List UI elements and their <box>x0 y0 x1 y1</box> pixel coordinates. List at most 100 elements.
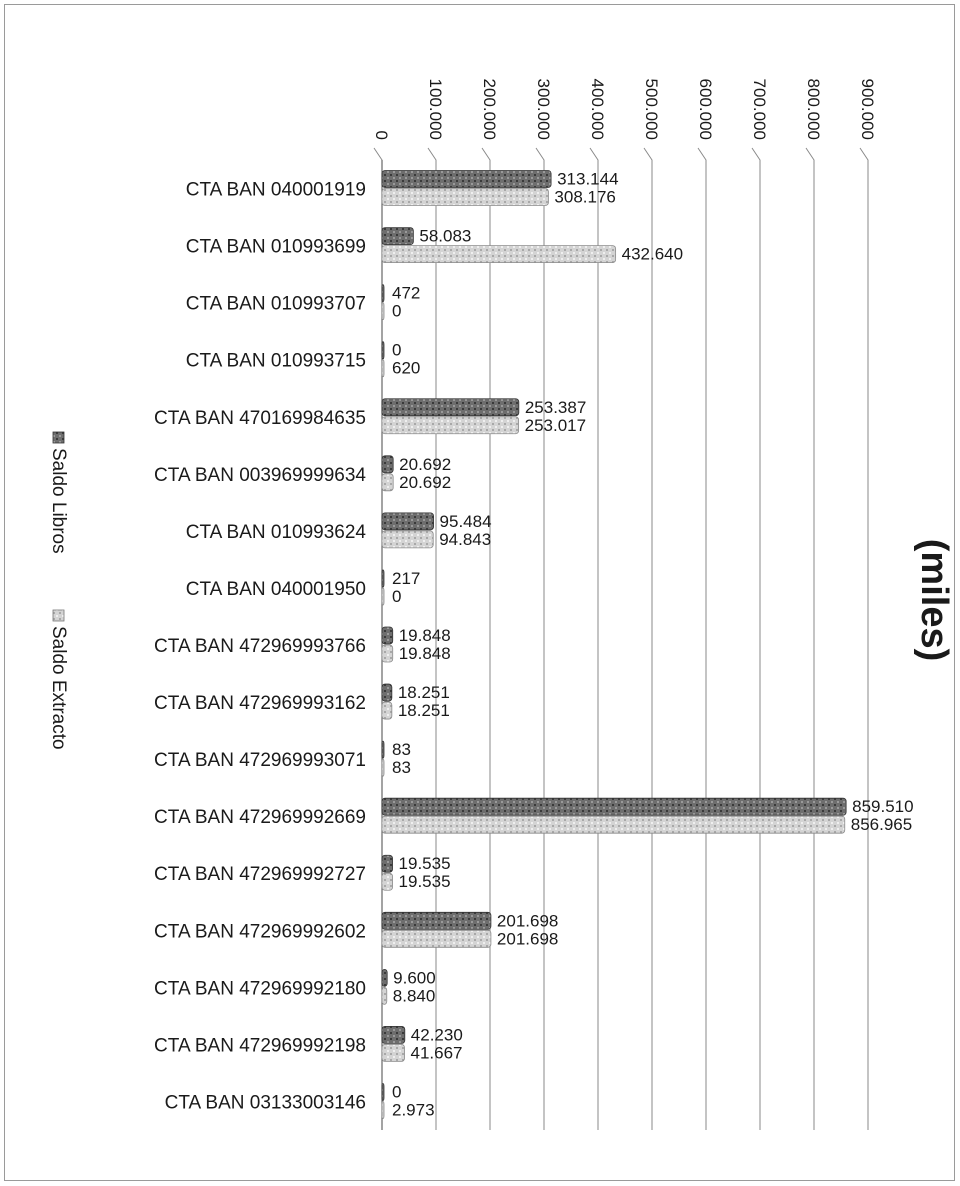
bar-saldo-extracto <box>381 644 394 663</box>
gridline <box>643 147 653 1130</box>
bars <box>381 170 847 1119</box>
tick-label: 400.000 <box>588 79 607 140</box>
data-label: 18.251 <box>398 701 450 720</box>
category-label: CTA BAN 010993715 <box>186 351 366 372</box>
data-label: 19.848 <box>399 626 451 645</box>
gridline <box>481 147 491 1130</box>
data-label: 19.535 <box>399 854 451 873</box>
gridline <box>697 147 707 1130</box>
bar-saldo-libros <box>381 854 393 873</box>
category-label: CTA BAN 472969992727 <box>154 864 366 885</box>
bar-saldo-extracto <box>381 188 549 206</box>
bar-saldo-libros <box>381 398 520 417</box>
bar-saldo-extracto <box>381 701 393 720</box>
bar-saldo-extracto <box>381 359 385 378</box>
value-axis-ticks: 0 100.000 200.000 300.000 400.000 500.000 600.… <box>372 79 877 140</box>
tick-label: 900.000 <box>858 79 877 140</box>
bar-saldo-libros <box>381 911 492 930</box>
category-label: CTA BAN 472969993766 <box>154 636 366 657</box>
bar-saldo-libros <box>381 683 393 702</box>
category-label: CTA BAN 472969992669 <box>154 807 366 828</box>
bar-saldo-libros <box>381 1083 385 1101</box>
bar-saldo-extracto <box>381 473 394 492</box>
bar-saldo-extracto <box>381 416 520 435</box>
category-label: CTA BAN 472969992180 <box>154 978 366 999</box>
data-label: 253.017 <box>525 416 586 435</box>
category-label: CTA BAN 003969999634 <box>154 465 366 486</box>
data-label: 58.083 <box>419 227 471 246</box>
tick-label: 800.000 <box>804 79 823 140</box>
data-label: 217 <box>392 569 420 588</box>
category-labels: CTA BAN 040001919 CTA BAN 010993699 CTA BA… <box>154 180 366 1114</box>
data-label: 83 <box>392 758 411 777</box>
data-label: 95.484 <box>440 512 492 531</box>
category-label: CTA BAN 040001919 <box>186 180 366 201</box>
bar-saldo-extracto <box>381 245 617 263</box>
data-label: 41.667 <box>411 1043 463 1062</box>
category-label: CTA BAN 472969993071 <box>154 750 366 771</box>
category-label: CTA BAN 010993699 <box>186 237 366 258</box>
bar-saldo-extracto <box>381 815 846 834</box>
bar-saldo-libros <box>381 569 385 588</box>
bar-saldo-extracto <box>381 986 388 1005</box>
category-label: CTA BAN 472969993162 <box>154 693 366 714</box>
data-label: 18.251 <box>398 683 450 702</box>
bar-saldo-extracto <box>381 587 385 606</box>
category-label: CTA BAN 040001950 <box>186 579 366 600</box>
legend-swatch-saldo-libros <box>52 431 65 444</box>
legend-swatch-saldo-extracto <box>52 609 65 622</box>
bar-saldo-libros <box>381 626 394 645</box>
bar-saldo-libros <box>381 455 394 474</box>
category-label: CTA BAN 03133003146 <box>165 1092 366 1113</box>
data-label: 313.144 <box>557 170 618 189</box>
gridline <box>751 147 761 1130</box>
tick-label: 700.000 <box>750 79 769 140</box>
tick-label: 0 <box>372 131 391 140</box>
bar-saldo-extracto <box>381 1044 405 1062</box>
bar-saldo-extracto <box>381 1101 385 1119</box>
data-label: 19.535 <box>399 872 451 891</box>
data-label: 472 <box>392 284 420 303</box>
chart-frame <box>4 4 955 1181</box>
data-label: 2.973 <box>392 1100 435 1119</box>
bar-saldo-libros <box>381 227 414 245</box>
data-label: 20.692 <box>399 455 451 474</box>
data-label: 308.176 <box>554 188 615 207</box>
data-label: 83 <box>392 740 411 759</box>
data-label: 253.387 <box>525 398 586 417</box>
gridline <box>805 147 815 1130</box>
bar-saldo-extracto <box>381 929 492 948</box>
data-label: 9.600 <box>393 968 436 987</box>
category-label: CTA BAN 470169984635 <box>154 408 366 429</box>
data-label: 42.230 <box>411 1025 463 1044</box>
bar-saldo-libros <box>381 797 847 816</box>
data-label: 0 <box>392 1082 401 1101</box>
gridline <box>859 147 869 1130</box>
data-label: 859.510 <box>852 797 913 816</box>
tick-label: 200.000 <box>480 79 499 140</box>
data-label: 0 <box>392 341 401 360</box>
gridline <box>373 147 383 1130</box>
gridline <box>589 147 599 1130</box>
bar-saldo-libros <box>381 341 385 360</box>
tick-label: 600.000 <box>696 79 715 140</box>
data-labels: 313.144308.17658.083432.64047200620253.3… <box>392 170 914 1120</box>
data-label: 0 <box>392 587 401 606</box>
bar-saldo-extracto <box>381 530 434 549</box>
bar-saldo-libros <box>381 170 552 188</box>
data-label: 0 <box>392 302 401 321</box>
bar-saldo-libros <box>381 740 385 759</box>
tick-label: 300.000 <box>534 79 553 140</box>
gridline <box>535 147 545 1130</box>
data-label: 620 <box>392 359 420 378</box>
data-label: 19.848 <box>399 644 451 663</box>
data-label: 20.692 <box>399 473 451 492</box>
data-label: 432.640 <box>622 245 683 264</box>
category-label: CTA BAN 010993707 <box>186 294 366 315</box>
bar-saldo-libros <box>381 512 434 531</box>
tick-label: 500.000 <box>642 79 661 140</box>
data-label: 856.965 <box>851 815 912 834</box>
bar-saldo-libros <box>381 968 388 987</box>
category-label: CTA BAN 010993624 <box>186 522 367 543</box>
